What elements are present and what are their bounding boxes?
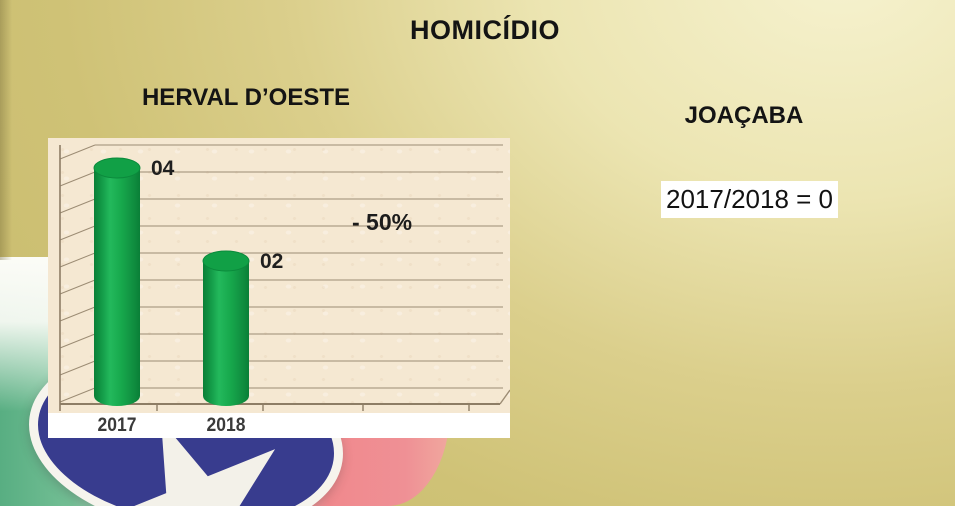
section-title-herval: HERVAL D’OESTE — [141, 84, 351, 111]
joacaba-stat-value: 2017/2018 = 0 — [666, 184, 833, 214]
bar-value-label: 02 — [260, 250, 283, 273]
chart-annotation: - 50% — [352, 209, 412, 235]
chart-axis-strip — [48, 413, 510, 438]
chart-plot-area: 04 02 - 50% — [59, 144, 510, 411]
x-axis-tick-label: 2017 — [97, 415, 137, 436]
joacaba-stat-box: 2017/2018 = 0 — [661, 181, 838, 218]
x-axis-tick-label: 2018 — [206, 415, 246, 436]
section-title-joacaba: JOAÇABA — [684, 102, 804, 129]
bar-value-label: 04 — [151, 157, 175, 180]
page-title: HOMICÍDIO — [410, 15, 560, 45]
slide-edge-shading — [0, 0, 12, 260]
herval-homicide-chart: 04 02 - 50% 2017 2018 — [48, 138, 510, 438]
